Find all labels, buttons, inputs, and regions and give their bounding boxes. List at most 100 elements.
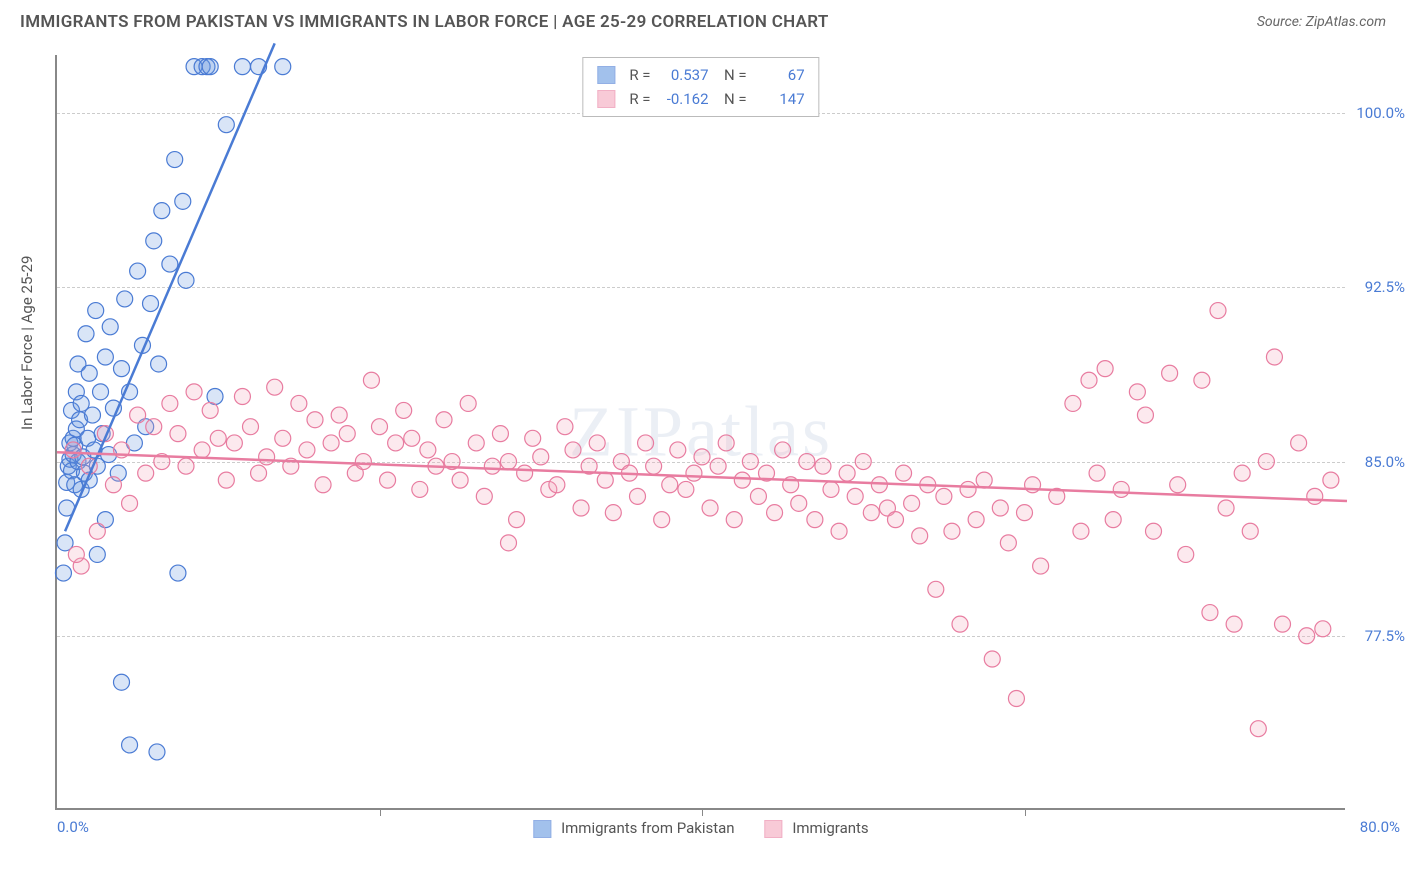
data-point (476, 488, 492, 504)
data-point (1194, 372, 1210, 388)
data-point (218, 117, 234, 133)
data-point (186, 384, 202, 400)
data-point (509, 512, 525, 528)
data-point (68, 546, 84, 562)
data-point (847, 488, 863, 504)
n-label: N = (717, 63, 747, 87)
data-point (678, 481, 694, 497)
data-point (517, 465, 533, 481)
chart-title: IMMIGRANTS FROM PAKISTAN VS IMMIGRANTS I… (20, 12, 829, 32)
data-point (97, 349, 113, 365)
data-point (1258, 454, 1274, 470)
data-point (202, 402, 218, 418)
data-point (831, 523, 847, 539)
data-point (202, 59, 218, 75)
data-point (251, 465, 267, 481)
r-value-2: -0.162 (659, 87, 709, 111)
data-point (484, 458, 500, 474)
data-point (662, 477, 678, 493)
swatch-series-1b (533, 820, 551, 838)
data-point (84, 407, 100, 423)
data-point (146, 419, 162, 435)
legend-item-series-2: Immigrants (765, 819, 869, 838)
data-point (1291, 435, 1307, 451)
data-point (501, 535, 517, 551)
data-point (396, 402, 412, 418)
data-point (928, 581, 944, 597)
data-point (565, 442, 581, 458)
data-point (122, 737, 138, 753)
data-point (638, 435, 654, 451)
data-point (533, 449, 549, 465)
data-point (339, 426, 355, 442)
data-point (114, 361, 130, 377)
data-point (143, 296, 159, 312)
data-point (573, 500, 589, 516)
data-point (1162, 365, 1178, 381)
data-point (823, 481, 839, 497)
data-point (114, 674, 130, 690)
legend-item-series-1: Immigrants from Pakistan (533, 819, 734, 838)
data-point (1137, 407, 1153, 423)
data-point (275, 430, 291, 446)
x-tick-max: 80.0% (1360, 818, 1400, 836)
data-point (93, 384, 109, 400)
data-point (1242, 523, 1258, 539)
data-point (117, 291, 133, 307)
y-axis-label: In Labor Force | Age 25-29 (18, 256, 36, 430)
data-point (1323, 472, 1339, 488)
data-point (291, 395, 307, 411)
source-name: ZipAtlas.com (1306, 14, 1386, 30)
data-point (452, 472, 468, 488)
data-point (984, 651, 1000, 667)
data-point (234, 388, 250, 404)
data-point (167, 152, 183, 168)
r-label: R = (629, 63, 650, 87)
data-point (1033, 558, 1049, 574)
x-tick (1025, 808, 1026, 816)
data-point (1226, 616, 1242, 632)
data-point (710, 458, 726, 474)
data-point (839, 465, 855, 481)
data-point (436, 412, 452, 428)
data-point (65, 442, 81, 458)
data-point (412, 481, 428, 497)
data-point (175, 193, 191, 209)
legend-row-series-1: R = 0.537 N = 67 (597, 63, 804, 87)
data-point (1202, 605, 1218, 621)
data-point (694, 449, 710, 465)
n-value-2: 147 (755, 87, 805, 111)
data-point (307, 412, 323, 428)
data-point (1017, 505, 1033, 521)
data-point (315, 477, 331, 493)
y-tick-label: 100.0% (1356, 104, 1405, 122)
data-point (799, 454, 815, 470)
data-point (420, 442, 436, 458)
data-point (178, 458, 194, 474)
data-point (557, 419, 573, 435)
data-point (742, 454, 758, 470)
data-point (1113, 481, 1129, 497)
data-point (750, 488, 766, 504)
data-point (992, 500, 1008, 516)
data-point (78, 326, 94, 342)
data-point (1097, 361, 1113, 377)
data-point (380, 472, 396, 488)
scatter-plot-svg (57, 55, 1345, 808)
data-point (1073, 523, 1089, 539)
data-point (1170, 477, 1186, 493)
data-point (702, 500, 718, 516)
data-point (686, 465, 702, 481)
data-point (807, 512, 823, 528)
plot-area: ZIPatlas 77.5%85.0%92.5%100.0% R = 0.537… (55, 55, 1345, 810)
data-point (372, 419, 388, 435)
data-point (549, 477, 565, 493)
data-point (718, 435, 734, 451)
data-point (1000, 535, 1016, 551)
data-point (130, 407, 146, 423)
data-point (896, 465, 912, 481)
y-tick-label: 77.5% (1365, 627, 1405, 645)
data-point (855, 454, 871, 470)
n-label: N = (717, 87, 747, 111)
data-point (363, 372, 379, 388)
